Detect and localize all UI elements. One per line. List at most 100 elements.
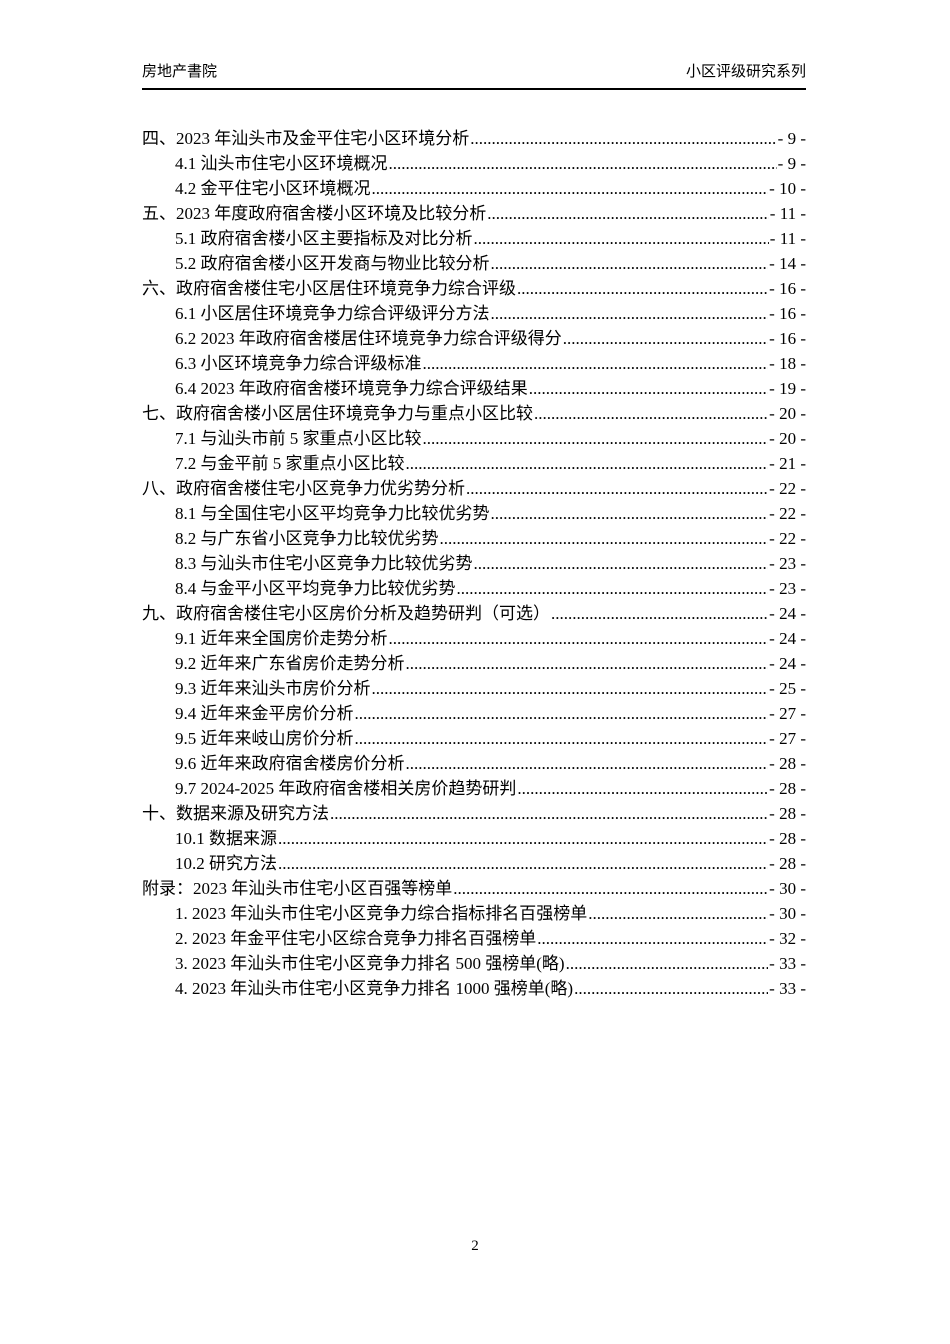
toc-entry: 9.5 近年来岐山房价分析 - 27 - — [142, 724, 806, 749]
toc-entry-page: - 22 - — [769, 504, 806, 523]
toc-entry-page: - 18 - — [769, 354, 806, 373]
toc-entry: 1. 2023 年汕头市住宅小区竞争力综合指标排名百强榜单 - 30 - — [142, 899, 806, 924]
toc-entry-title: 附录：2023 年汕头市住宅小区百强等榜单 — [142, 879, 453, 898]
page-header: 房地产書院 小区评级研究系列 — [142, 62, 806, 90]
header-right-text: 小区评级研究系列 — [685, 63, 806, 80]
toc-entry: 8.2 与广东省小区竞争力比较优劣势 - 22 - — [142, 524, 806, 549]
toc-entry: 附录：2023 年汕头市住宅小区百强等榜单 - 30 - — [142, 874, 806, 899]
toc-entry: 3. 2023 年汕头市住宅小区竞争力排名 500 强榜单(略) - 33 - — [142, 949, 806, 974]
toc-entry-title: 10.1 数据来源 — [175, 829, 277, 848]
toc-entry-page: - 28 - — [769, 754, 806, 773]
toc-entry-page: - 19 - — [769, 379, 806, 398]
dot-leader — [355, 704, 769, 724]
dot-leader — [440, 529, 769, 549]
toc-entry: 十、数据来源及研究方法 - 28 - — [142, 799, 806, 824]
dot-leader — [517, 279, 768, 299]
toc-entry-page: - 25 - — [769, 679, 806, 698]
toc-entry-title: 五、2023 年度政府宿舍楼小区环境及比较分析 — [142, 204, 487, 223]
dot-leader — [278, 829, 768, 849]
toc-entry-title: 6.3 小区环境竞争力综合评级标准 — [175, 354, 422, 373]
toc-entry-page: - 28 - — [769, 804, 806, 823]
toc-entry-page: - 24 - — [769, 629, 806, 648]
toc-entry-page: - 28 - — [769, 854, 806, 873]
toc-entry-page: - 11 - — [769, 204, 806, 223]
toc-entry-title: 8.2 与广东省小区竞争力比较优劣势 — [175, 529, 439, 548]
toc-entry-title: 9.3 近年来汕头市房价分析 — [175, 679, 371, 698]
toc-entry-title: 8.4 与金平小区平均竞争力比较优劣势 — [175, 579, 456, 598]
dot-leader — [491, 304, 769, 324]
dot-leader — [588, 904, 768, 924]
toc-entry-title: 9.1 近年来全国房价走势分析 — [175, 629, 388, 648]
toc-entry: 七、政府宿舍楼小区居住环境竞争力与重点小区比较 - 20 - — [142, 399, 806, 424]
toc-entry: 8.4 与金平小区平均竞争力比较优劣势 - 23 - — [142, 574, 806, 599]
toc-entry: 9.1 近年来全国房价走势分析 - 24 - — [142, 624, 806, 649]
toc-entry-page: - 32 - — [769, 929, 806, 948]
dot-leader — [355, 729, 769, 749]
toc-entry-page: - 33 - — [769, 954, 806, 973]
toc-entry: 9.2 近年来广东省房价走势分析 - 24 - — [142, 649, 806, 674]
toc-entry-title: 7.2 与金平前 5 家重点小区比较 — [175, 454, 405, 473]
toc-entry-page: - 22 - — [769, 529, 806, 548]
toc-entry-page: - 21 - — [769, 454, 806, 473]
dot-leader — [457, 579, 769, 599]
toc-entry-title: 6.1 小区居住环境竞争力综合评级评分方法 — [175, 304, 490, 323]
toc-entry: 6.3 小区环境竞争力综合评级标准 - 18 - — [142, 349, 806, 374]
toc-entry-title: 9.4 近年来金平房价分析 — [175, 704, 354, 723]
dot-leader — [517, 779, 768, 799]
toc-entry: 5.1 政府宿舍楼小区主要指标及对比分析 - 11 - — [142, 224, 806, 249]
toc-entry: 9.6 近年来政府宿舍楼房价分析 - 28 - — [142, 749, 806, 774]
toc-entry-title: 9.6 近年来政府宿舍楼房价分析 — [175, 754, 405, 773]
dot-leader — [406, 654, 769, 674]
toc-entry-title: 十、数据来源及研究方法 — [142, 804, 329, 823]
toc-entry-title: 10.2 研究方法 — [175, 854, 277, 873]
toc-entry-page: - 16 - — [769, 304, 806, 323]
toc-entry-page: - 30 - — [769, 879, 806, 898]
toc-entry-title: 4. 2023 年汕头市住宅小区竞争力排名 1000 强榜单(略) — [175, 979, 574, 998]
toc-entry-page: - 33 - — [769, 979, 806, 998]
dot-leader — [491, 254, 769, 274]
toc-entry-title: 六、政府宿舍楼住宅小区居住环境竞争力综合评级 — [142, 279, 516, 298]
toc-entry: 9.3 近年来汕头市房价分析 - 25 - — [142, 674, 806, 699]
toc-entry-title: 九、政府宿舍楼住宅小区房价分析及趋势研判（可选） — [142, 604, 550, 623]
table-of-contents: 四、2023 年汕头市及金平住宅小区环境分析- 9 -4.1 汕头市住宅小区环境… — [142, 124, 806, 999]
dot-leader — [453, 879, 768, 899]
toc-entry: 四、2023 年汕头市及金平住宅小区环境分析 - 9 - — [142, 124, 806, 149]
dot-leader — [389, 629, 769, 649]
toc-entry: 4.2 金平住宅小区环境概况 - 10 - — [142, 174, 806, 199]
toc-entry-page: - 16 - — [769, 329, 806, 348]
toc-entry-page: - 28 - — [769, 779, 806, 798]
dot-leader — [487, 204, 769, 224]
toc-entry-page: - 27 - — [769, 729, 806, 748]
toc-entry-title: 2. 2023 年金平住宅小区综合竞争力排名百强榜单 — [175, 929, 537, 948]
dot-leader — [372, 179, 769, 199]
toc-entry-title: 七、政府宿舍楼小区居住环境竞争力与重点小区比较 — [142, 404, 533, 423]
dot-leader — [537, 929, 768, 949]
toc-entry: 7.1 与汕头市前 5 家重点小区比较 - 20 - — [142, 424, 806, 449]
dot-leader — [534, 404, 768, 424]
toc-entry: 9.4 近年来金平房价分析 - 27 - — [142, 699, 806, 724]
toc-entry-page: - 11 - — [769, 229, 806, 248]
toc-entry: 10.1 数据来源 - 28 - — [142, 824, 806, 849]
toc-entry-page: - 24 - — [769, 604, 806, 623]
toc-entry-page: - 22 - — [769, 479, 806, 498]
toc-entry-page: - 9 - — [777, 129, 806, 148]
toc-entry: 9.7 2024-2025 年政府宿舍楼相关房价趋势研判 - 28 - — [142, 774, 806, 799]
toc-entry-title: 4.2 金平住宅小区环境概况 — [175, 179, 371, 198]
toc-entry-page: - 28 - — [769, 829, 806, 848]
dot-leader — [474, 554, 769, 574]
toc-entry: 8.1 与全国住宅小区平均竞争力比较优劣势 - 22 - — [142, 499, 806, 524]
dot-leader — [563, 329, 768, 349]
dot-leader — [551, 604, 768, 624]
toc-entry: 九、政府宿舍楼住宅小区房价分析及趋势研判（可选） - 24 - — [142, 599, 806, 624]
dot-leader — [278, 854, 768, 874]
toc-entry-title: 8.3 与汕头市住宅小区竞争力比较优劣势 — [175, 554, 473, 573]
dot-leader — [574, 979, 768, 999]
header-left-text: 房地产書院 — [142, 63, 218, 80]
toc-entry: 7.2 与金平前 5 家重点小区比较 - 21 - — [142, 449, 806, 474]
toc-entry-title: 9.5 近年来岐山房价分析 — [175, 729, 354, 748]
toc-entry-title: 9.7 2024-2025 年政府宿舍楼相关房价趋势研判 — [175, 779, 517, 798]
toc-entry: 6.2 2023 年政府宿舍楼居住环境竞争力综合评级得分 - 16 - — [142, 324, 806, 349]
toc-entry-title: 5.2 政府宿舍楼小区开发商与物业比较分析 — [175, 254, 490, 273]
toc-entry-page: - 23 - — [769, 579, 806, 598]
